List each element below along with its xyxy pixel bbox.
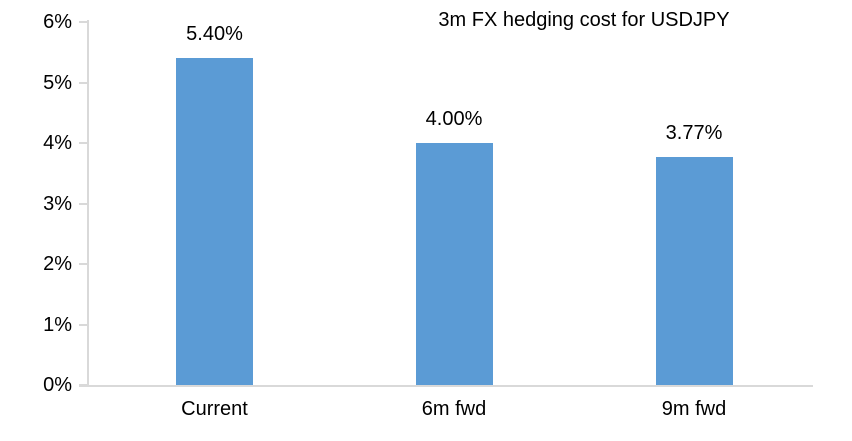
y-axis-tick-label: 1%: [43, 313, 72, 336]
x-axis-label-current: Current: [181, 398, 248, 420]
y-axis-tick-label: 2%: [43, 253, 72, 275]
y-axis-tick-mark: [79, 142, 88, 144]
x-axis-label-9m-fwd: 9m fwd: [661, 398, 727, 420]
y-axis-line: [87, 20, 89, 386]
x-axis-line: [79, 385, 813, 387]
bar-current: [176, 58, 253, 385]
y-axis-tick-mark: [79, 81, 88, 84]
bar-6m-fwd: [415, 143, 493, 385]
y-axis-tick-label: 3%: [43, 192, 72, 215]
y-axis-tick-mark: [79, 323, 88, 326]
bar-9m-fwd: [655, 156, 733, 385]
x-axis-label-6m-fwd: 6m fwd: [421, 398, 487, 420]
bar-value-label-current: 5.40%: [186, 23, 243, 46]
bar-value-label-6m-fwd: 4.00%: [425, 108, 483, 130]
y-axis-tick-label: 0%: [43, 374, 72, 396]
y-axis-tick-label: 5%: [43, 71, 72, 94]
chart-title: 3m FX hedging cost for USDJPY: [438, 9, 730, 31]
y-axis-tick-mark: [79, 263, 88, 265]
bar-value-label-9m-fwd: 3.77%: [665, 121, 723, 144]
y-axis-tick-mark: [79, 202, 88, 205]
y-axis-tick-label: 4%: [43, 132, 72, 154]
y-axis-tick-mark: [79, 21, 88, 23]
y-axis-tick-mark: [79, 384, 88, 386]
y-axis-tick-label: 6%: [43, 11, 72, 33]
